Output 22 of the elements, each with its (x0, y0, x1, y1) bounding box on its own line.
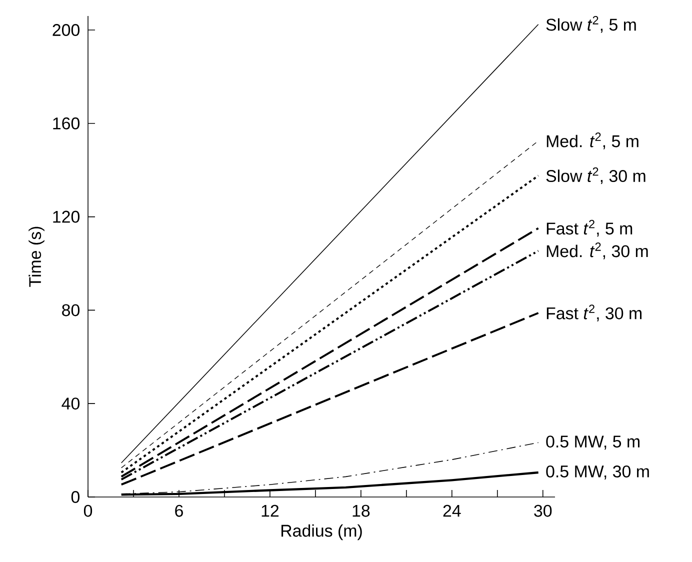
x-tick-label: 30 (534, 504, 552, 517)
x-tick-label: 12 (262, 504, 279, 517)
series-label: Med. t$^{2}$, 5 m (546, 132, 638, 150)
series-label: Slow t$^{2}$, 30 m (546, 167, 646, 184)
y-tick-label: 200 (52, 24, 80, 36)
x-tick-label: 24 (443, 504, 461, 517)
y-tick-label: 40 (62, 398, 80, 410)
y-axis-title: Time (s) (28, 226, 44, 287)
series-label: 0.5 MW, 5 m (546, 436, 640, 450)
series-label: Med. t$^{2}$, 30 m (546, 242, 648, 260)
series-label: 0.5 MW, 30 m (546, 465, 649, 480)
y-tick-label: 120 (53, 210, 80, 223)
series-label: Fast t$^{2}$, 5 m (546, 220, 632, 237)
y-tick-label: 0 (71, 490, 80, 503)
y-tick-label: 80 (62, 304, 80, 316)
x-axis-title: Radius (m) (281, 524, 362, 540)
series-label: Fast t$^{2}$, 30 m (546, 304, 642, 322)
x-tick-label: 0 (84, 504, 92, 517)
y-tick-label: 160 (53, 117, 80, 130)
x-tick-label: 6 (175, 504, 183, 517)
series-label: Slow t$^{2}$, 5 m (546, 16, 636, 33)
x-tick-label: 18 (352, 504, 370, 517)
